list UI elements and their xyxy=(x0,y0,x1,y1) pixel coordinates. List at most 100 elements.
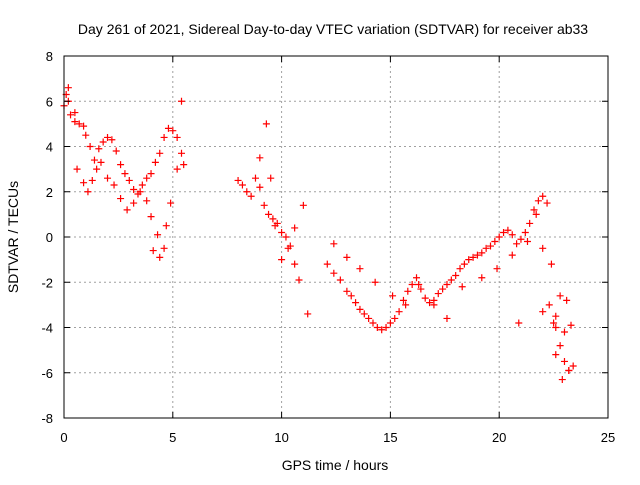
data-point xyxy=(112,147,120,155)
data-point xyxy=(356,305,364,313)
data-point xyxy=(389,292,397,300)
data-point xyxy=(430,301,438,309)
y-tick-label: -8 xyxy=(41,411,53,426)
data-point xyxy=(88,176,96,184)
data-point xyxy=(278,228,286,236)
data-point xyxy=(282,233,290,241)
data-point xyxy=(173,165,181,173)
data-point xyxy=(417,285,425,293)
data-point xyxy=(138,181,146,189)
data-point xyxy=(238,181,246,189)
data-point xyxy=(156,253,164,261)
data-point xyxy=(415,281,423,289)
data-point xyxy=(460,260,468,268)
data-point xyxy=(117,161,125,169)
data-point xyxy=(167,199,175,207)
data-point xyxy=(515,319,523,327)
y-tick-label: 8 xyxy=(46,49,53,64)
data-point xyxy=(260,201,268,209)
data-point xyxy=(371,278,379,286)
x-tick-label: 15 xyxy=(383,430,397,445)
x-axis-label: GPS time / hours xyxy=(282,457,389,473)
data-point xyxy=(71,109,79,117)
data-point xyxy=(465,256,473,264)
data-point xyxy=(399,296,407,304)
data-point xyxy=(545,301,553,309)
y-tick-label: -2 xyxy=(41,275,53,290)
data-point xyxy=(117,195,125,203)
data-point xyxy=(164,124,172,132)
x-tick-label: 5 xyxy=(169,430,176,445)
data-point xyxy=(291,224,299,232)
data-point xyxy=(543,199,551,207)
data-point xyxy=(64,84,72,92)
data-point xyxy=(234,176,242,184)
data-point xyxy=(80,179,88,187)
data-point xyxy=(493,265,501,273)
data-point xyxy=(130,185,138,193)
y-tick-label: -4 xyxy=(41,321,53,336)
y-tick-label: 4 xyxy=(46,140,53,155)
data-point xyxy=(508,231,516,239)
data-point xyxy=(90,156,98,164)
data-point xyxy=(552,351,560,359)
data-point xyxy=(386,319,394,327)
data-point xyxy=(447,276,455,284)
data-point xyxy=(330,269,338,277)
axis-ticks xyxy=(63,55,609,419)
data-point xyxy=(104,133,112,141)
data-point xyxy=(71,118,79,126)
data-point xyxy=(491,238,499,246)
data-point xyxy=(352,299,360,307)
data-point xyxy=(143,197,151,205)
data-point xyxy=(458,283,466,291)
data-point xyxy=(365,314,373,322)
data-point xyxy=(143,174,151,182)
data-point xyxy=(75,120,83,128)
data-point xyxy=(336,276,344,284)
data-point xyxy=(426,299,434,307)
data-point xyxy=(402,301,410,309)
y-tick-label: -6 xyxy=(41,366,53,381)
data-point xyxy=(343,253,351,261)
chart-title: Day 261 of 2021, Sidereal Day-to-day VTE… xyxy=(78,21,588,37)
data-point xyxy=(532,210,540,218)
data-point xyxy=(556,292,564,300)
data-point xyxy=(269,215,277,223)
data-point xyxy=(162,222,170,230)
data-point xyxy=(178,97,186,105)
data-point xyxy=(556,342,564,350)
data-point xyxy=(565,366,573,374)
data-point xyxy=(382,324,390,331)
data-point xyxy=(443,314,451,322)
data-point xyxy=(256,183,264,191)
y-tick-label: 6 xyxy=(46,94,53,109)
data-point xyxy=(456,265,464,273)
data-point xyxy=(550,319,558,327)
data-point xyxy=(513,240,521,248)
data-point xyxy=(360,310,368,318)
data-point xyxy=(558,376,566,384)
data-point xyxy=(434,290,442,298)
data-point xyxy=(108,136,116,144)
data-point xyxy=(408,281,416,289)
data-point xyxy=(147,170,155,178)
data-point xyxy=(563,296,571,304)
data-point xyxy=(304,310,312,318)
data-point xyxy=(539,308,547,316)
data-point xyxy=(369,319,377,327)
data-point xyxy=(413,274,421,282)
data-point xyxy=(486,242,494,250)
data-point xyxy=(104,174,112,182)
data-point xyxy=(330,240,338,248)
x-tick-label: 25 xyxy=(601,430,615,445)
data-point xyxy=(547,260,555,268)
data-point xyxy=(439,285,447,293)
x-tick-label: 20 xyxy=(492,430,506,445)
data-point xyxy=(154,231,162,239)
data-point xyxy=(378,326,386,334)
y-axis-label: SDTVAR / TECUs xyxy=(5,181,21,293)
data-point xyxy=(539,244,547,252)
grid-lines xyxy=(64,56,608,418)
